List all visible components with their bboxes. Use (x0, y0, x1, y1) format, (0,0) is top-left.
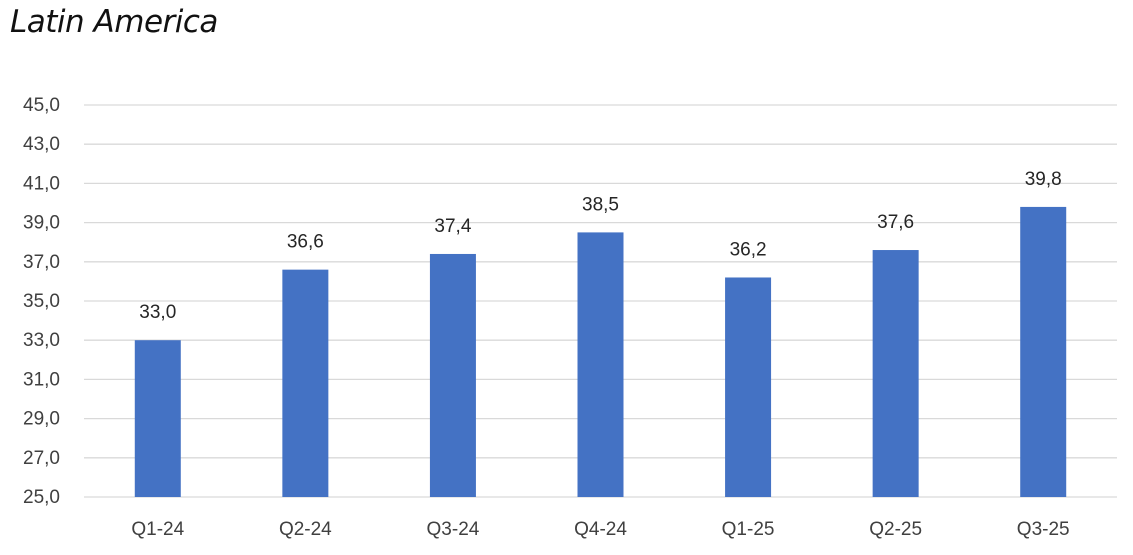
x-tick-label: Q1-25 (722, 519, 775, 540)
x-tick-label: Q4-24 (574, 519, 627, 540)
x-tick-label: Q3-24 (427, 519, 480, 540)
bar-q4-24 (577, 232, 624, 497)
y-tick-label: 35,0 (23, 291, 60, 312)
y-tick-label: 39,0 (23, 213, 60, 234)
y-tick-label: 43,0 (23, 134, 60, 155)
data-labels: 33,0 36,6 37,4 38,5 36,2 37,6 39,8 (139, 169, 1061, 323)
x-axis-tick-labels: Q1-24 Q2-24 Q3-24 Q4-24 Q1-25 Q2-25 Q3-25 (131, 519, 1069, 540)
x-tick-label: Q3-25 (1017, 519, 1070, 540)
bar-q2-25 (872, 250, 919, 497)
data-label: 33,0 (139, 302, 176, 323)
data-label: 37,4 (434, 216, 471, 237)
data-label: 39,8 (1025, 169, 1062, 190)
bars (134, 206, 1067, 498)
bar-q2-24 (282, 269, 329, 497)
data-label: 38,5 (582, 194, 619, 215)
y-tick-label: 27,0 (23, 448, 60, 469)
data-label: 36,2 (730, 239, 767, 260)
chart-title: Latin America (10, 4, 218, 40)
x-tick-label: Q2-25 (869, 519, 922, 540)
y-tick-label: 25,0 (23, 487, 60, 508)
x-tick-label: Q1-24 (131, 519, 184, 540)
y-axis-tick-labels: 25,0 27,0 29,0 31,0 33,0 35,0 37,0 39,0 41,0 43,0… (23, 95, 60, 508)
y-tick-label: 45,0 (23, 95, 60, 116)
bar-q3-25 (1020, 206, 1067, 498)
bar-q1-25 (725, 277, 772, 497)
y-tick-label: 41,0 (23, 173, 60, 194)
bar-q1-24 (134, 340, 181, 497)
x-tick-label: Q2-24 (279, 519, 332, 540)
y-tick-label: 31,0 (23, 369, 60, 390)
bar-q3-24 (429, 253, 476, 497)
y-tick-label: 33,0 (23, 330, 60, 351)
data-label: 36,6 (287, 232, 324, 253)
y-tick-label: 29,0 (23, 409, 60, 430)
y-tick-label: 37,0 (23, 252, 60, 273)
data-label: 37,6 (877, 212, 914, 233)
